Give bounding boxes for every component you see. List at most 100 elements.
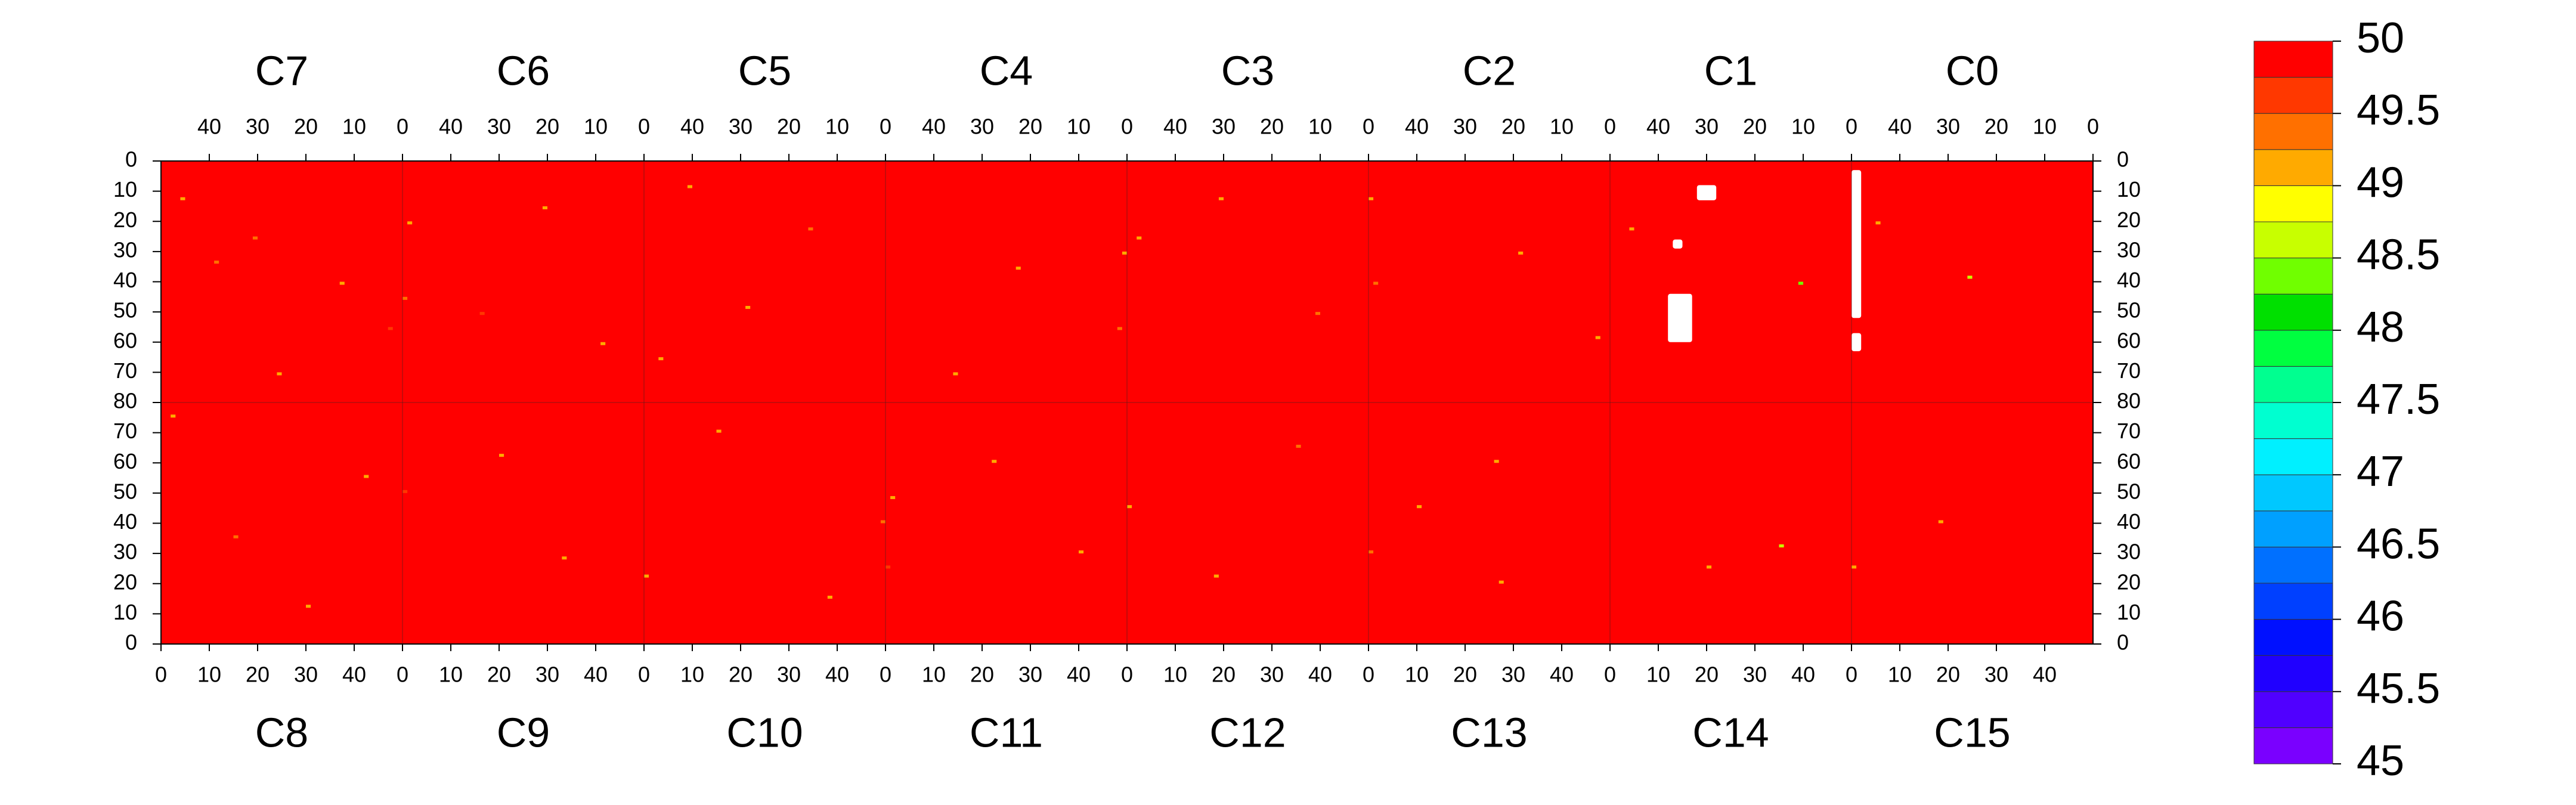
y-tick-label: 70 <box>2117 358 2141 383</box>
colorbar-band <box>2253 727 2333 764</box>
panel-label: C1 <box>1704 47 1757 94</box>
colorbar-label: 47.5 <box>2357 376 2440 423</box>
x-tick-label: 0 <box>2087 114 2099 139</box>
heatmap-cell <box>1938 520 1943 524</box>
x-tick-label: 10 <box>1888 662 1912 687</box>
heatmap-cell <box>1875 221 1881 225</box>
x-tick-label: 10 <box>342 114 366 139</box>
heatmap-cell <box>1079 550 1084 554</box>
panel-label: C15 <box>1934 709 2010 756</box>
y-tick-label: 0 <box>125 147 137 172</box>
missing-region <box>1673 239 1683 249</box>
x-tick-label: 40 <box>680 114 704 139</box>
x-tick-label: 40 <box>922 114 946 139</box>
x-tick-label: 20 <box>729 662 753 687</box>
x-tick-label: 30 <box>1695 114 1719 139</box>
heatmap-cell <box>1967 275 1973 279</box>
heatmap-cell <box>880 520 886 524</box>
x-tick-label: 20 <box>1453 662 1477 687</box>
heatmap-cell <box>252 236 258 240</box>
heatmap-cell <box>1798 281 1803 285</box>
x-tick-label: 20 <box>1501 114 1525 139</box>
y-tick-label: 50 <box>2117 479 2141 503</box>
heatmap-cell <box>402 490 408 493</box>
panel-label: C5 <box>738 47 791 94</box>
y-tick-label: 20 <box>2117 208 2141 232</box>
panel-label: C0 <box>1946 47 1999 94</box>
x-tick-label: 10 <box>1646 662 1670 687</box>
colorbar-label: 48.5 <box>2357 231 2440 279</box>
x-tick-label: 10 <box>1163 662 1187 687</box>
x-tick-label: 0 <box>397 114 408 139</box>
heatmap-cell <box>808 227 813 231</box>
x-tick-label: 0 <box>1363 662 1374 687</box>
panel-label: C6 <box>497 47 550 94</box>
y-tick-label: 10 <box>2117 600 2141 624</box>
y-tick-label: 60 <box>113 328 137 352</box>
colorbar-band <box>2253 655 2333 692</box>
x-tick-label: 30 <box>1501 662 1525 687</box>
colorbar-band <box>2253 149 2333 186</box>
x-tick-label: 0 <box>1604 662 1616 687</box>
y-tick-label: 50 <box>2117 298 2141 323</box>
missing-region <box>1852 333 1862 351</box>
colorbar-band <box>2253 510 2333 547</box>
heatmap-cell <box>214 261 219 264</box>
heatmap-cell <box>306 605 311 608</box>
x-tick-label: 30 <box>1743 662 1767 687</box>
colorbar-band <box>2253 77 2333 114</box>
panel-label: C14 <box>1692 709 1769 756</box>
x-tick-label: 0 <box>1846 662 1857 687</box>
panel-label: C7 <box>255 47 308 94</box>
y-tick-label: 70 <box>113 419 137 443</box>
x-tick-label: 0 <box>880 662 891 687</box>
colorbar-band <box>2253 258 2333 295</box>
heatmap-cell <box>1595 336 1600 339</box>
x-tick-label: 0 <box>1121 662 1133 687</box>
heatmap-cell <box>745 306 751 309</box>
colorbar-band <box>2253 474 2333 512</box>
x-tick-label: 20 <box>1743 114 1767 139</box>
x-tick-label: 30 <box>1984 662 2008 687</box>
heatmap-cell <box>388 327 393 330</box>
heatmap-cell <box>658 357 664 361</box>
x-tick-label: 30 <box>1260 662 1284 687</box>
colorbar-label: 50 <box>2357 14 2404 62</box>
x-tick-label: 20 <box>777 114 801 139</box>
heatmap-cell <box>277 372 282 376</box>
colorbar-band <box>2253 691 2333 728</box>
y-tick-label: 30 <box>113 540 137 564</box>
heatmap-cell <box>402 296 408 300</box>
panel-label: C4 <box>980 47 1033 94</box>
heatmap-cell <box>992 460 997 463</box>
colorbar-band <box>2253 619 2333 656</box>
heatmap-cell <box>1852 565 1857 569</box>
heatmap-cell <box>644 574 649 578</box>
x-tick-label: 10 <box>2033 114 2057 139</box>
x-tick-label: 10 <box>1405 662 1429 687</box>
x-tick-label: 40 <box>1405 114 1429 139</box>
colorbar-label: 49.5 <box>2357 86 2440 134</box>
y-tick-label: 20 <box>2117 569 2141 594</box>
x-tick-label: 0 <box>1363 114 1374 139</box>
y-tick-label: 60 <box>113 449 137 473</box>
x-tick-label: 0 <box>1604 114 1616 139</box>
x-tick-label: 30 <box>487 114 511 139</box>
y-tick-label: 70 <box>113 358 137 383</box>
panel-label: C13 <box>1451 709 1527 756</box>
x-tick-label: 20 <box>487 662 511 687</box>
x-tick-label: 20 <box>1936 662 1960 687</box>
x-tick-label: 10 <box>825 114 849 139</box>
y-tick-label: 20 <box>113 208 137 232</box>
y-tick-label: 60 <box>2117 328 2141 352</box>
heatmap-cell <box>1779 544 1784 547</box>
heatmap-cell <box>1373 281 1379 285</box>
x-tick-label: 0 <box>638 662 650 687</box>
heatmap-cell <box>890 496 896 499</box>
y-tick-label: 10 <box>113 177 137 202</box>
heatmap-cell <box>1368 197 1374 200</box>
heatmap-cell <box>1498 580 1504 584</box>
x-tick-label: 40 <box>1550 662 1574 687</box>
x-tick-label: 10 <box>439 662 463 687</box>
colorbar-band <box>2253 366 2333 403</box>
